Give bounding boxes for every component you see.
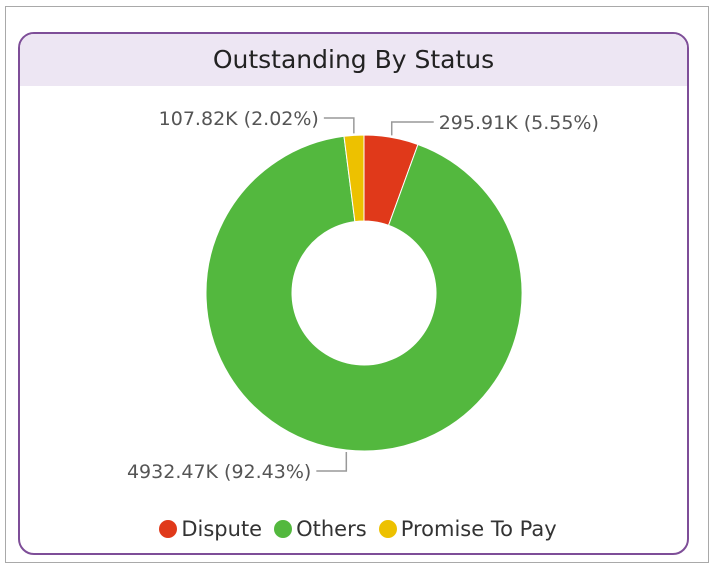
legend-label-others: Others — [296, 517, 367, 541]
legend-label-dispute: Dispute — [181, 517, 263, 541]
data-label-others: 4932.47K (92.43%) — [127, 461, 311, 483]
leader-line-others — [316, 452, 348, 472]
legend-marker-dispute — [159, 520, 178, 538]
legend-item-promise-to-pay[interactable]: Promise To Pay — [378, 517, 557, 541]
legend-marker-others — [274, 520, 293, 538]
slice-promise-to-pay[interactable] — [343, 134, 365, 223]
slice-others[interactable] — [205, 135, 523, 452]
legend-item-others[interactable]: Others — [274, 517, 367, 541]
legend-marker-promise-to-pay — [378, 520, 397, 538]
leader-line-promise-to-pay — [323, 117, 355, 134]
leader-line-dispute — [390, 121, 434, 136]
chart-legend: Dispute Others Promise To Pay — [0, 517, 716, 541]
data-label-promise-to-pay: 107.82K (2.02%) — [159, 108, 319, 130]
data-label-dispute: 295.91K (5.55%) — [439, 112, 599, 134]
legend-label-promise-to-pay: Promise To Pay — [400, 517, 557, 541]
card-header — [20, 34, 687, 86]
legend-item-dispute[interactable]: Dispute — [159, 517, 262, 541]
chart-title: Outstanding By Status — [212, 45, 495, 74]
